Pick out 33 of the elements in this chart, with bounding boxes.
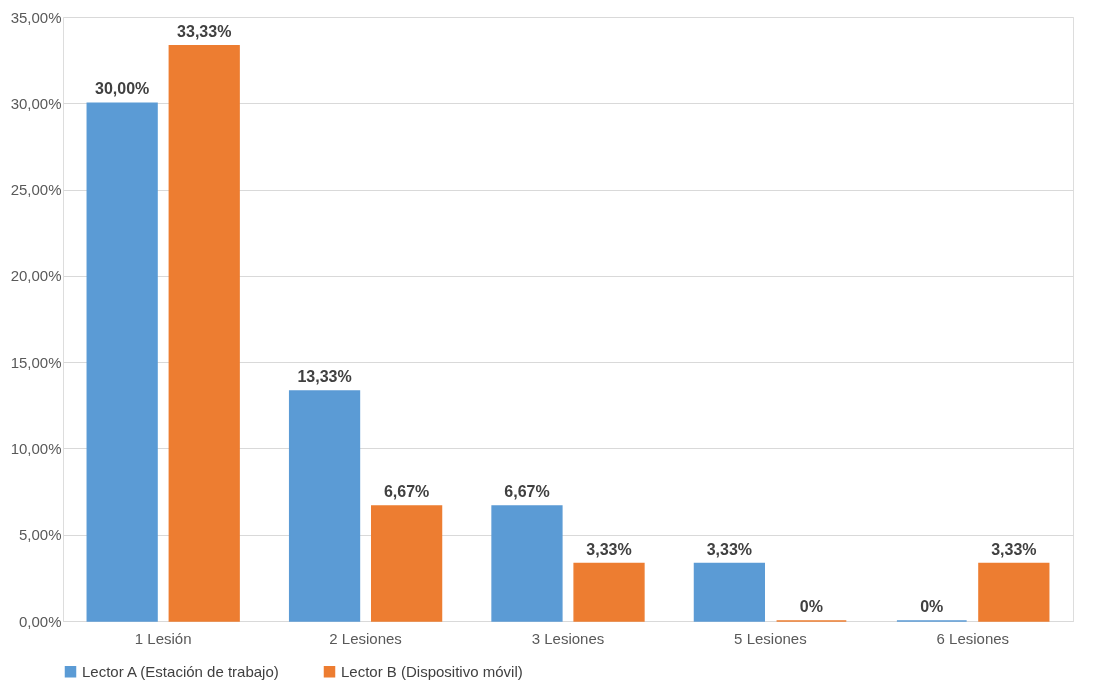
y-tick-label: 30,00%	[10, 94, 62, 112]
bar	[978, 562, 1050, 622]
bar	[168, 45, 240, 622]
x-tick-label: 2 Lesiones	[329, 629, 402, 647]
bar	[573, 562, 645, 622]
legend-label: Lector A (Estación de trabajo)	[82, 662, 279, 680]
data-label: 30,00%	[95, 80, 150, 98]
bar	[288, 390, 361, 622]
data-label: 3,33%	[706, 540, 753, 558]
y-tick-label: 0,00%	[18, 612, 62, 630]
y-tick-label: 15,00%	[10, 353, 62, 371]
data-label: 6,67%	[504, 482, 550, 500]
bar	[86, 102, 158, 622]
x-tick-label: 1 Lesión	[134, 629, 192, 647]
data-label: 3,33%	[586, 540, 632, 558]
legend-label: Lector B (Dispositivo móvil)	[341, 662, 523, 680]
data-label: 0%	[920, 598, 944, 615]
x-tick-label: 6 Lesiones	[936, 629, 1010, 647]
y-tick-label: 10,00%	[10, 439, 62, 457]
y-tick-label: 35,00%	[10, 8, 62, 26]
y-tick-label: 5,00%	[18, 526, 62, 544]
bar	[491, 505, 563, 622]
data-label: 3,33%	[991, 540, 1037, 558]
y-tick-label: 20,00%	[10, 267, 62, 285]
data-label: 6,67%	[383, 482, 430, 500]
bar	[693, 562, 765, 622]
bar	[371, 505, 443, 622]
data-label: 13,33%	[297, 367, 352, 385]
x-tick-label: 5 Lesiones	[734, 629, 807, 647]
y-tick-label: 25,00%	[10, 181, 62, 199]
data-label: 0%	[799, 598, 823, 615]
x-tick-label: 3 Lesiones	[531, 629, 605, 647]
data-label: 33,33%	[177, 22, 232, 40]
